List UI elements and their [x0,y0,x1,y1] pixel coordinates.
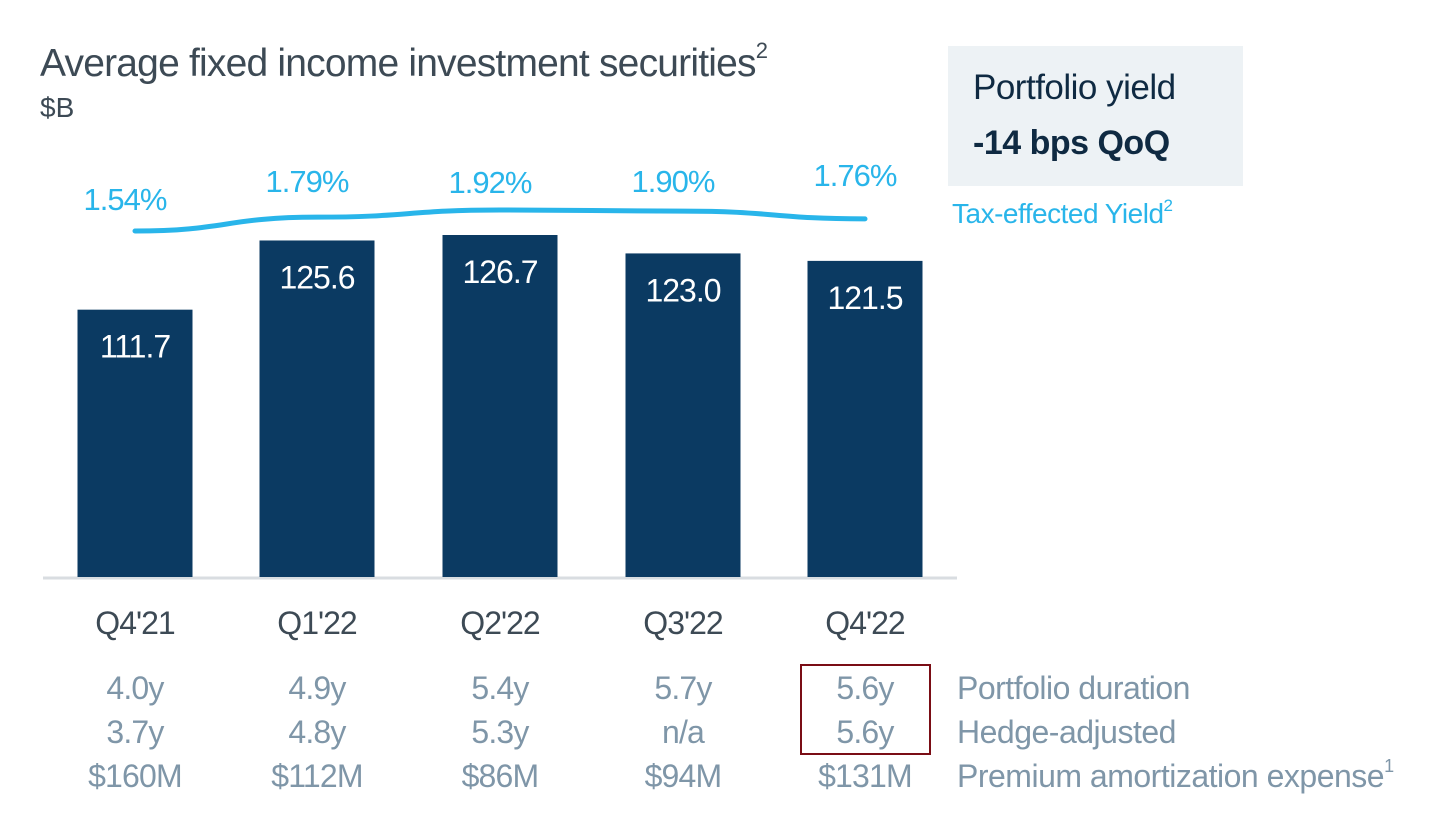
row-footnote: 1 [1384,756,1394,776]
yield-label: 1.90% [632,164,715,199]
table-cell: $94M [644,758,723,794]
x-tick-label: Q1'22 [277,605,357,641]
x-tick-label: Q2'22 [460,605,540,641]
portfolio-yield-change: -14 bps QoQ [973,124,1170,162]
yield-line [132,207,868,234]
yield-label: 1.92% [449,165,532,200]
table-row-label: Portfolio duration [957,670,1190,706]
table-cell: $131M [818,758,913,794]
bar [259,240,375,577]
legend-label: Tax-effected Yield [952,198,1164,229]
chart-unit: $B [40,92,75,123]
bar-value-label: 125.6 [279,259,354,295]
table-row-label: Hedge-adjusted [957,714,1176,750]
table-cell: 3.7y [106,714,164,750]
table-cell: 5.3y [471,714,529,750]
bar-value-label: 126.7 [462,254,537,290]
x-tick-label: Q3'22 [643,605,723,641]
title-footnote: 2 [755,38,768,63]
table-cell: 5.6y [836,670,894,706]
table-cell: $160M [88,758,183,794]
portfolio-yield-box: Portfolio yield -14 bps QoQ [948,46,1243,186]
bar-value-label: 111.7 [100,329,171,365]
bar [807,260,923,577]
legend-footnote: 2 [1163,196,1173,215]
yield-label: 1.79% [266,164,349,199]
yield-label: 1.54% [84,182,167,217]
yield-label: 1.76% [814,158,897,193]
table-cell: $86M [461,758,540,794]
bar-value-label: 123.0 [645,272,720,308]
chart-title-text: Average fixed income investment securiti… [40,42,757,85]
table-cell: 5.4y [471,670,529,706]
bar [77,309,193,577]
table-cell: 5.6y [836,714,894,750]
chart-title: Average fixed income investment securiti… [40,38,768,86]
bar [625,253,741,577]
table-cell: 4.9y [288,670,346,706]
bar [442,235,558,577]
table-cell: 5.7y [654,670,712,706]
legend-tax-effected-yield: Tax-effected Yield2 [952,196,1173,230]
portfolio-yield-label: Portfolio yield [973,68,1176,107]
highlight-box [800,664,931,755]
bar-value-label: 121.5 [827,280,902,316]
x-tick-label: Q4'22 [825,605,905,641]
table-cell: n/a [661,714,705,750]
table-row-label: Premium amortization expense1 [957,756,1394,794]
table-cell: 4.0y [106,670,164,706]
table-cell: 4.8y [288,714,346,750]
table-cell: $112M [271,758,363,794]
x-tick-label: Q4'21 [95,605,175,641]
